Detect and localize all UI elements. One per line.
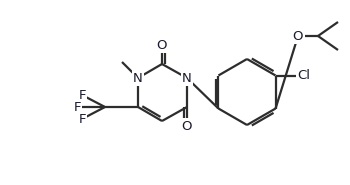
Text: N: N: [133, 71, 143, 85]
Text: Cl: Cl: [297, 69, 310, 82]
Text: F: F: [78, 112, 86, 125]
Text: F: F: [73, 100, 81, 114]
Text: F: F: [78, 88, 86, 102]
Text: O: O: [182, 120, 192, 132]
Text: O: O: [157, 38, 167, 51]
Text: O: O: [293, 29, 303, 43]
Text: N: N: [182, 71, 192, 85]
